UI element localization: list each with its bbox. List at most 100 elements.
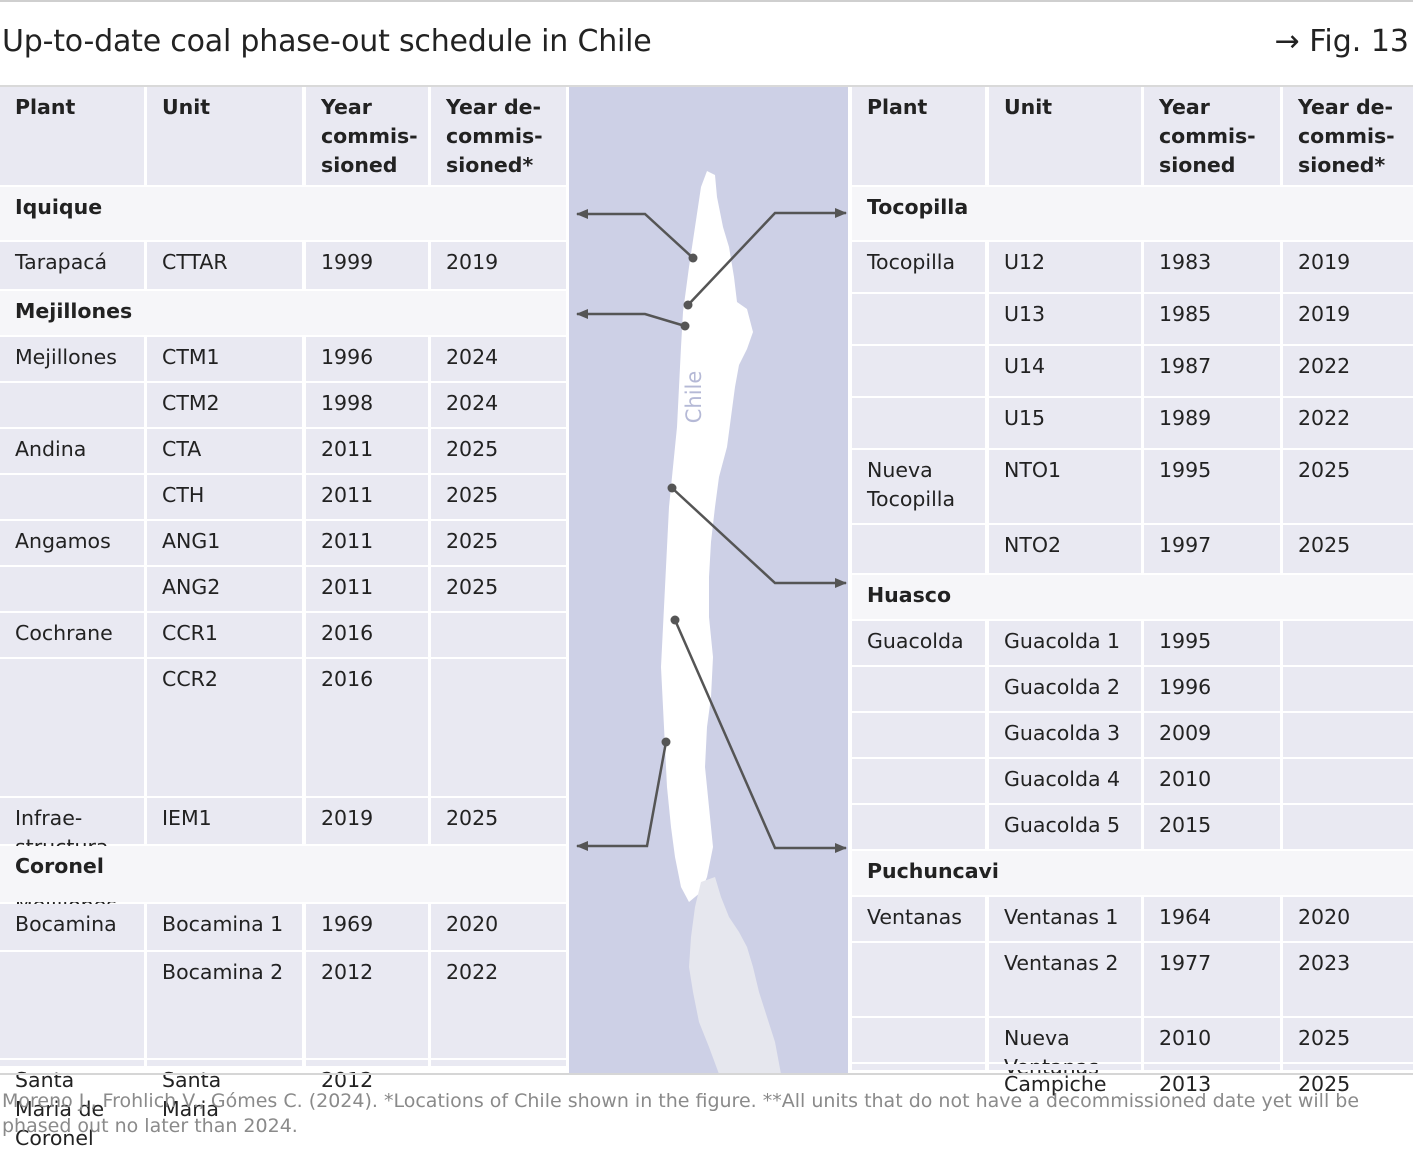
unit-cell-line: U14 (1004, 354, 1046, 378)
year-decommissioned-cell: 2025 (431, 798, 566, 844)
unit-cell-line: Ventanas 2 (1004, 951, 1119, 975)
chile-map: Chile (576, 171, 847, 1074)
group-label-line: Puchuncavi (867, 859, 999, 883)
year-decommissioned-cell: 2025 (1283, 1064, 1413, 1096)
year-commissioned-cell: 2009 (1144, 713, 1280, 757)
year-commissioned-cell-line: 2016 (321, 621, 374, 645)
title-rule (0, 85, 1413, 87)
plant-cell: Infrae-structuraEnergéticaMejillones (0, 798, 144, 917)
unit-cell-line: Guacolda 4 (1004, 767, 1121, 791)
year-commissioned-cell-line: 2012 (321, 960, 374, 984)
unit-cell-line: CTM1 (162, 345, 220, 369)
plant-cell: Bocamina (0, 904, 144, 950)
header-unit-line: Unit (162, 95, 211, 119)
year-commissioned-cell-line: 1995 (1159, 629, 1212, 653)
year-decommissioned-cell-line: 2025 (446, 529, 499, 553)
table-row: Ventanas 2 1977 2023 (852, 943, 1413, 1016)
unit-cell-line: CCR2 (162, 667, 218, 691)
figure-reference: → Fig. 13 (1274, 24, 1409, 59)
table-row: Guacolda 2 1996 (852, 667, 1413, 711)
group-row: Tocopilla (852, 187, 1413, 240)
year-commissioned-cell: 1996 (1144, 667, 1280, 711)
unit-cell: CCR1 (147, 613, 302, 657)
header-year-decommissioned-line: commis- (1298, 124, 1395, 148)
arrow-puchuncavi (673, 619, 847, 853)
dot-coronel (661, 737, 671, 747)
table-row: Guacolda 3 2009 (852, 713, 1413, 757)
plant-cell: Andina (0, 429, 144, 473)
unit-cell: CTM1 (147, 337, 302, 381)
group-label: Puchuncavi (852, 851, 1413, 895)
plant-cell-line: Mejillones (15, 345, 117, 369)
plant-cell-line: Guacolda (867, 629, 964, 653)
plant-cell-line: Tarapacá (15, 250, 108, 274)
plant-cell-line: Andina (15, 437, 87, 461)
year-commissioned-cell: 2013 (1144, 1064, 1280, 1096)
unit-cell-line: NTO1 (1004, 458, 1062, 482)
year-commissioned-cell-line: 2011 (321, 437, 374, 461)
year-commissioned-cell-line: 1995 (1159, 458, 1212, 482)
unit-cell: CTM2 (147, 383, 302, 427)
plant-cell (0, 475, 144, 519)
year-commissioned-cell-line: 2010 (1159, 767, 1212, 791)
arrow-tocopilla (687, 208, 847, 306)
header-unit-line: Unit (1004, 95, 1053, 119)
group-row: Huasco (852, 575, 1413, 619)
header-year-commissioned-line: Year (321, 95, 372, 119)
year-decommissioned-cell: 2019 (1283, 294, 1413, 344)
unit-cell: CTA (147, 429, 302, 473)
year-commissioned-cell-line: 1985 (1159, 302, 1212, 326)
plant-cell (852, 667, 985, 711)
table-row: Bocamina Bocamina 1 1969 2020 (0, 904, 566, 950)
year-commissioned-cell: 2011 (306, 429, 428, 473)
unit-cell-line: ANG2 (162, 575, 221, 599)
year-decommissioned-cell: 2025 (1283, 1018, 1413, 1062)
year-commissioned-cell: 2011 (306, 521, 428, 565)
plant-cell: Angamos (0, 521, 144, 565)
header-year-commissioned-line: sioned (321, 153, 398, 177)
table-row: CTM2 1998 2024 (0, 383, 566, 427)
table-row: Bocamina 2 2012 2022 (0, 952, 566, 1058)
unit-cell: Santa Maria (147, 1060, 302, 1121)
table-row: Mejillones CTM1 1996 2024 (0, 337, 566, 381)
unit-cell: Guacolda 5 (989, 805, 1141, 849)
header-plant: Plant (0, 87, 144, 185)
group-label: Huasco (852, 575, 1413, 619)
year-commissioned-cell-line: 1989 (1159, 406, 1212, 430)
year-commissioned-cell: 1983 (1144, 242, 1280, 292)
year-decommissioned-cell (1283, 667, 1413, 711)
table-row: Infrae-structuraEnergéticaMejillones IEM1… (0, 798, 566, 917)
unit-cell: Guacolda 4 (989, 759, 1141, 803)
year-decommissioned-cell-line: 2025 (446, 575, 499, 599)
year-commissioned-cell-line: 1983 (1159, 250, 1212, 274)
year-decommissioned-cell (1283, 713, 1413, 757)
plant-cell-line: Santa (15, 1068, 75, 1092)
dot-tocopilla (683, 300, 693, 310)
plant-cell (852, 805, 985, 849)
year-commissioned-cell: 1989 (1144, 398, 1280, 448)
year-decommissioned-cell: 2025 (431, 521, 566, 565)
year-commissioned-cell-line: 2019 (321, 806, 374, 830)
header-year-decommissioned: Year de-commis-sioned* (431, 87, 566, 185)
year-commissioned-cell-line: 1997 (1159, 533, 1212, 557)
header-year-decommissioned-line: Year de- (1298, 95, 1394, 119)
year-decommissioned-cell: 2022 (1283, 346, 1413, 396)
unit-cell: NTO2 (989, 525, 1141, 573)
footer-rule (0, 1073, 1413, 1075)
year-commissioned-cell: 1996 (306, 337, 428, 381)
header-unit: Unit (989, 87, 1141, 185)
year-commissioned-cell-line: 2009 (1159, 721, 1212, 745)
year-commissioned-cell: 1985 (1144, 294, 1280, 344)
unit-cell: Ventanas 2 (989, 943, 1141, 1016)
plant-cell-line: Angamos (15, 529, 111, 553)
unit-cell: Guacolda 2 (989, 667, 1141, 711)
group-label: Coronel (0, 846, 566, 902)
year-commissioned-cell-line: 1969 (321, 912, 374, 936)
group-label-line: Tocopilla (867, 195, 969, 219)
year-commissioned-cell-line: 1998 (321, 391, 374, 415)
year-commissioned-cell-line: 1987 (1159, 354, 1212, 378)
header-year-commissioned: Year commis-sioned (1144, 87, 1280, 185)
plant-cell (852, 1018, 985, 1062)
patagonia-islands (689, 877, 781, 1074)
group-label: Tocopilla (852, 187, 1413, 240)
